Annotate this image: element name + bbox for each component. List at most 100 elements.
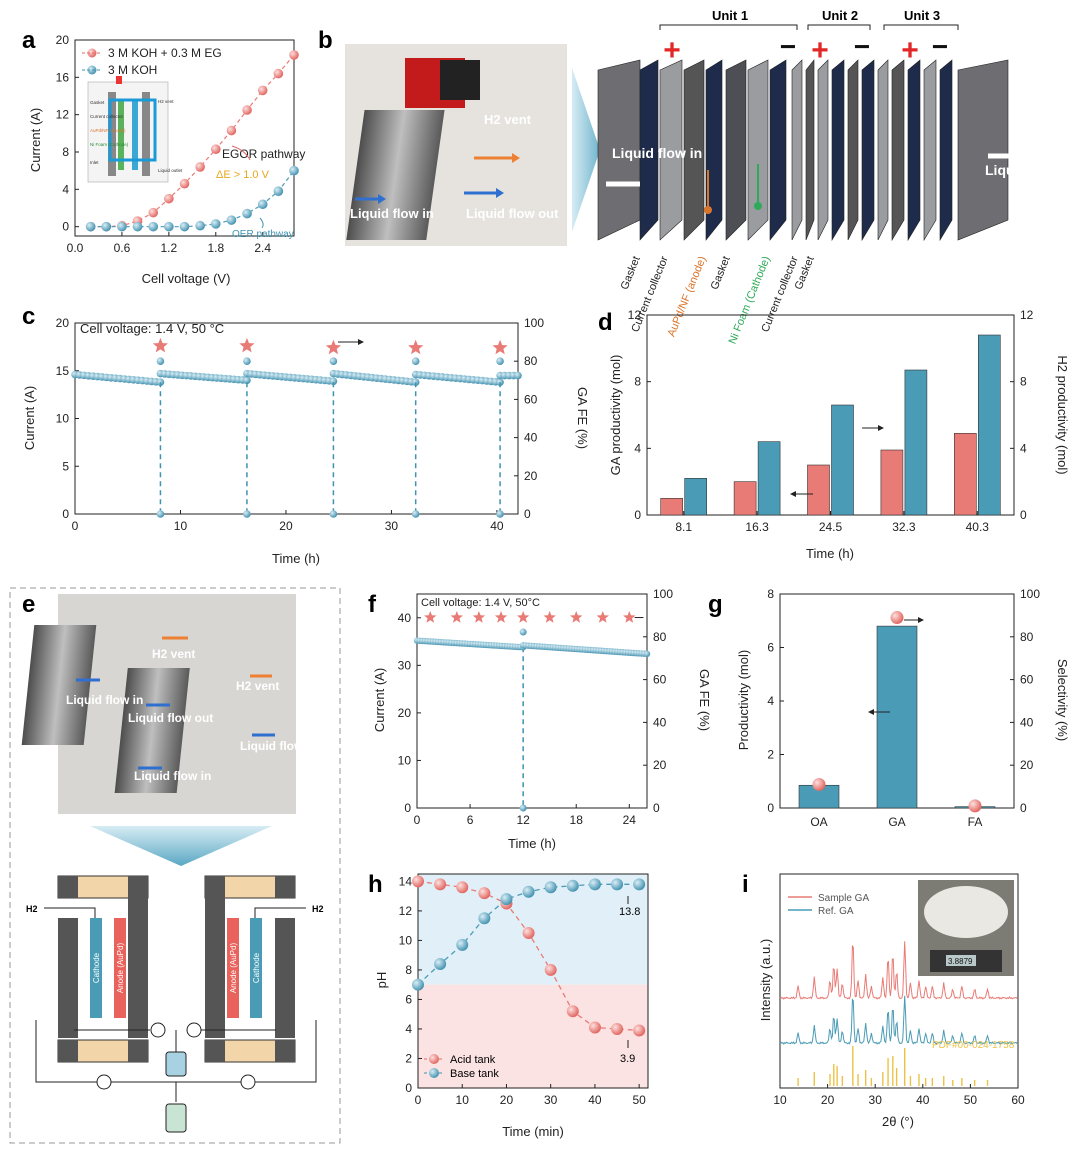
plate-electrode: [805, 59, 815, 241]
exploded-minus-1: −: [780, 31, 796, 62]
chart-f-y2tick-label: 80: [653, 630, 667, 644]
chart-h-label-39: 3.9: [620, 1053, 635, 1065]
chart-a-point: [179, 178, 190, 189]
chart-c-frame: [74, 322, 519, 515]
chart-f-spike-point: [519, 628, 527, 636]
chart-d-ytick-label: 0: [634, 508, 641, 522]
chart-c-spike-point: [411, 357, 420, 366]
photo-arrow-out-head: [496, 188, 504, 198]
chart-d-ylabel: GA productivity (mol): [608, 355, 623, 476]
inset-label-cathode: Ni Foam (Cathode): [90, 142, 129, 147]
chart-i-xlabel: 2θ (°): [882, 1114, 914, 1129]
chart-h-point: [522, 885, 535, 898]
chart-h-point: [611, 1022, 624, 1035]
chart-c-xtick-label: 0: [72, 519, 79, 533]
sch-right-cathode: [250, 918, 262, 1018]
chart-a-ytick-label: 20: [56, 33, 70, 47]
exploded-label-h2: H2 vent: [1030, 105, 1080, 121]
chart-a-oer-arrow: [259, 217, 264, 229]
chart-f-zero-point: [519, 804, 527, 812]
chart-g-selectivity-point: [812, 777, 826, 791]
chart-i-frame: [779, 873, 1019, 1089]
pump-icon-2: [186, 1022, 202, 1038]
sch-loop-lines: [35, 1020, 317, 1102]
chart-g-bar-arrow-head: [868, 709, 874, 715]
legend-label-eg: 3 M KOH + 0.3 M EG: [108, 46, 222, 60]
chart-i-xtick-label: 30: [869, 1093, 883, 1107]
chart-h-point: [478, 887, 491, 900]
chart-g-y2tick-label: 0: [1020, 801, 1027, 815]
photo-label-in: Liquid flow in: [350, 206, 434, 221]
chart-a-xtick-label: 0.0: [67, 241, 84, 255]
chart-h-xlabel: Time (min): [502, 1124, 564, 1139]
chart-f-y2tick-label: 40: [653, 715, 667, 729]
chart-c-zero-point: [496, 510, 504, 518]
sch-h2-right-line: [254, 907, 306, 918]
transition-arrow: [572, 68, 600, 232]
chart-h-ytick-label: 4: [405, 1022, 412, 1036]
chart-d-bar-ga: [953, 433, 977, 516]
chart-d-y2tick-label: 12: [1020, 308, 1034, 322]
chart-c-ytick-label: 15: [56, 364, 70, 378]
chart-f-frame: [416, 593, 648, 809]
chart-a-point: [289, 165, 299, 176]
chart-h-ytick-label: 8: [405, 963, 412, 977]
chart-g-ytick-label: 4: [767, 694, 774, 708]
chart-f-y2label: GA FE (%): [697, 669, 712, 731]
chart-f-fe-star: [494, 611, 508, 623]
chart-c-fe-star: [408, 339, 424, 355]
chart-f-fe-star: [623, 611, 636, 623]
chart-h-point: [434, 958, 447, 971]
chart-d-bar-h2: [831, 404, 854, 516]
component-label: Gasket: [709, 255, 733, 292]
chart-a-annotation-egor: EGOR pathway: [222, 147, 305, 161]
chart-f-fe-star: [424, 611, 437, 623]
inset-label-collector: Current collector: [90, 114, 124, 119]
chart-c-zero-point: [411, 510, 420, 518]
chart-c-y2tick-label: 0: [524, 507, 531, 521]
chart-h-xtick-label: 30: [544, 1093, 558, 1107]
inset-label-gasket: Gasket: [90, 100, 105, 105]
chart-c-xtick-label: 20: [279, 519, 293, 533]
chart-i-inset-powder: [924, 886, 1008, 938]
chart-c-ytick-label: 0: [62, 507, 69, 521]
exploded-plus-1: +: [663, 34, 681, 67]
chart-h-point: [478, 912, 491, 925]
chart-i-sample-trace: [779, 941, 1018, 1000]
chart-d-bar-h2: [977, 334, 1001, 516]
chart-a-point: [195, 220, 205, 231]
chart-c: 0 10 20 30 40 0 5 10 15 20 0 20 40 60 80 100 Cell volta…: [22, 316, 590, 566]
legend-marker-base: [429, 1068, 439, 1078]
chart-a-point: [179, 221, 190, 232]
plate-collector: [747, 59, 769, 241]
sch-anode-right-label: Anode (AuPd): [229, 943, 238, 994]
plate-collector: [817, 59, 829, 241]
component-label: AuPd/NF (anode): [666, 255, 709, 339]
chart-f-xtick-label: 6: [467, 813, 474, 827]
plate-anode-mesh: [683, 59, 705, 241]
chart-g-selectivity-point: [968, 799, 982, 813]
panel-letter-a: a: [22, 27, 36, 54]
anode-pointer-dot: [704, 206, 712, 214]
sch-right-bot-cap-l: [205, 1040, 225, 1062]
panel-letter-h: h: [368, 871, 383, 898]
plate-electrode: [891, 59, 905, 242]
chart-d-ytick-label: 8: [634, 375, 641, 389]
chart-g-y2label: Selectivity (%): [1055, 659, 1070, 741]
chart-i-pdf-label: PDF#00-024-1758: [932, 1040, 1015, 1051]
chart-d-ytick-label: 12: [628, 308, 642, 322]
chart-c-ytick-label: 20: [56, 316, 70, 330]
unit-2-bracket: [807, 24, 871, 30]
panel-e-border: [9, 587, 341, 1144]
chart-c-xlabel: Time (h): [272, 551, 320, 566]
chart-f-fe-star: [596, 611, 609, 623]
chart-a-annotation-oer: OER pathway: [232, 229, 294, 240]
chart-c-zero-point: [243, 510, 251, 518]
chart-g-sel-arrow-head: [918, 617, 924, 623]
chart-h-point: [588, 1021, 601, 1034]
photo-wires-dark: [440, 60, 480, 100]
chart-a-ytick-label: 8: [62, 145, 69, 159]
chart-g-y2tick-label: 20: [1020, 758, 1034, 772]
inset-label-inlet: Inlet: [90, 160, 99, 165]
chart-h-point: [566, 1005, 579, 1018]
